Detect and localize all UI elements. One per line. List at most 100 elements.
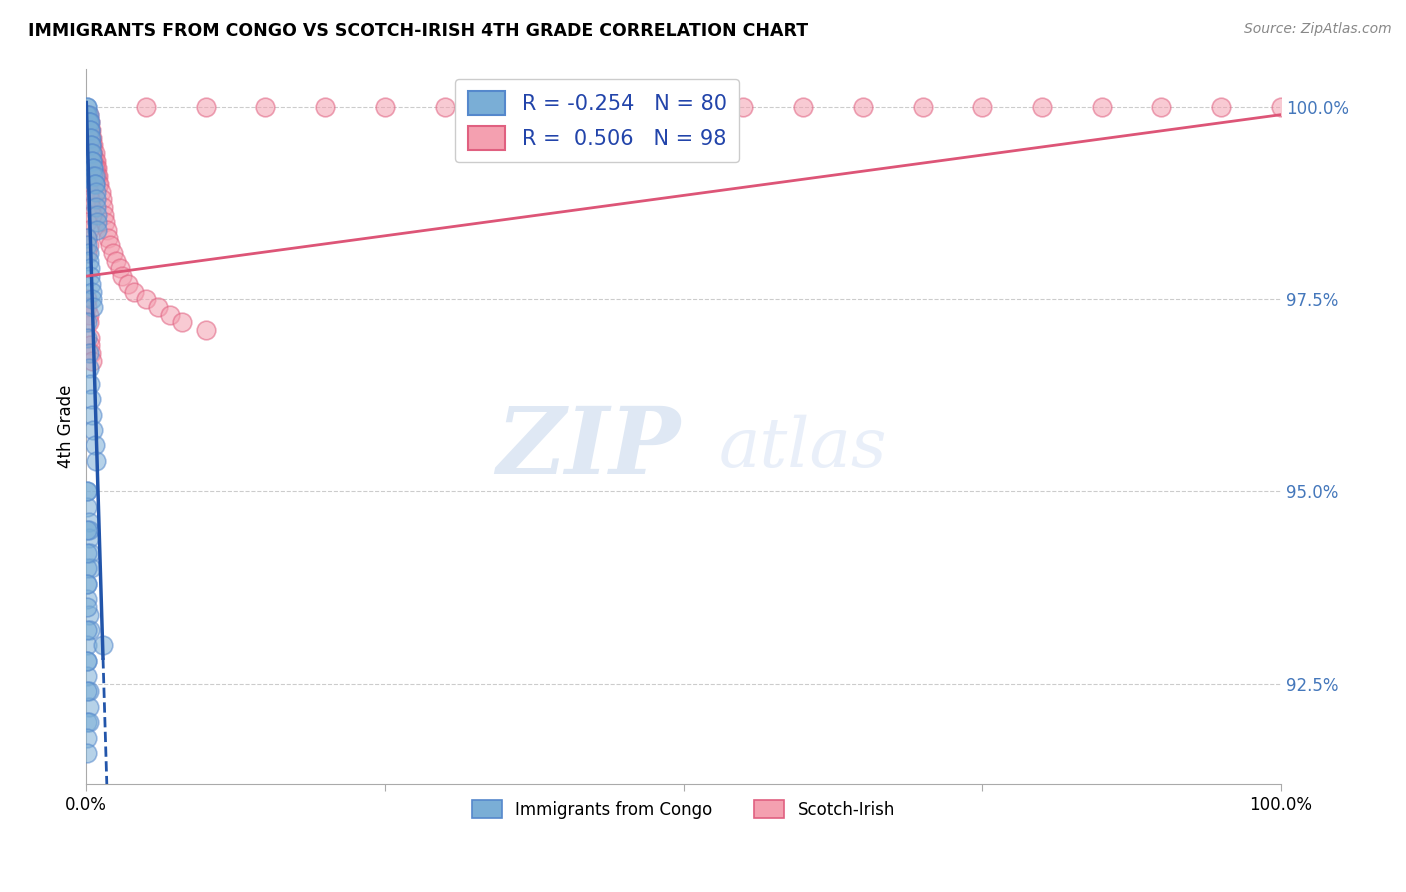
Point (93, 208, 115, 222)
Point (314, 100, 336, 114)
Point (87, 177, 110, 191)
Point (83, 169, 105, 184)
Point (77, 115, 100, 129)
Point (76, 731, 98, 745)
Point (77, 253, 100, 268)
Point (80, 561, 103, 575)
Point (77, 315, 100, 329)
Point (82, 292, 104, 306)
Point (77, 130, 100, 145)
Point (79, 115, 101, 129)
Point (82, 130, 104, 145)
Point (91, 200, 114, 214)
Point (77, 346, 100, 360)
Text: Source: ZipAtlas.com: Source: ZipAtlas.com (1244, 22, 1392, 37)
Text: ZIP: ZIP (496, 402, 681, 492)
Point (76, 746, 98, 760)
Point (733, 100, 755, 114)
Point (146, 300, 169, 314)
Point (79, 130, 101, 145)
Point (135, 292, 157, 306)
Point (77, 699, 100, 714)
Point (77, 223, 100, 237)
Point (77, 108, 100, 122)
Point (84, 454, 107, 468)
Point (86, 161, 108, 176)
Point (76, 599, 98, 614)
Point (86, 208, 108, 222)
Point (82, 153, 104, 168)
Point (77, 715, 100, 730)
Point (852, 100, 875, 114)
Point (97, 230, 120, 244)
Point (76, 684, 98, 698)
Point (76, 108, 98, 122)
Point (82, 146, 104, 161)
Point (77, 108, 100, 122)
Point (83, 177, 105, 191)
Point (77, 123, 100, 137)
Point (84, 153, 107, 168)
Point (83, 161, 105, 176)
Point (96, 223, 118, 237)
Point (76, 115, 98, 129)
Point (77, 185, 100, 199)
Point (82, 153, 104, 168)
Point (76, 623, 98, 637)
Point (79, 269, 101, 284)
Point (613, 100, 636, 114)
Point (79, 623, 101, 637)
Point (80, 138, 103, 153)
Point (76, 715, 98, 730)
Point (76, 331, 98, 345)
Point (79, 192, 101, 206)
Point (79, 138, 101, 153)
Point (80, 200, 103, 214)
Point (80, 138, 103, 153)
Point (77, 115, 100, 129)
Point (76, 523, 98, 537)
Point (1150, 100, 1173, 114)
Point (80, 146, 103, 161)
Point (254, 100, 277, 114)
Point (77, 515, 100, 529)
Point (84, 200, 107, 214)
Point (84, 192, 107, 206)
Point (76, 576, 98, 591)
Point (77, 246, 100, 260)
Point (76, 177, 98, 191)
Point (94, 215, 117, 229)
Point (77, 684, 100, 698)
Point (76, 108, 98, 122)
Point (79, 123, 101, 137)
Point (553, 100, 575, 114)
Point (117, 277, 139, 291)
Point (77, 607, 100, 622)
Point (79, 331, 101, 345)
Point (972, 100, 994, 114)
Point (1270, 100, 1292, 114)
Point (82, 423, 104, 437)
Point (79, 261, 101, 276)
Point (111, 269, 134, 284)
Point (80, 123, 103, 137)
Point (1091, 100, 1114, 114)
Point (79, 376, 101, 391)
Legend: Immigrants from Congo, Scotch-Irish: Immigrants from Congo, Scotch-Irish (465, 794, 901, 825)
Point (83, 177, 105, 191)
Point (122, 285, 145, 299)
Point (77, 308, 100, 322)
Point (494, 100, 516, 114)
Point (80, 277, 103, 291)
Point (76, 100, 98, 114)
Point (76, 230, 98, 244)
Point (82, 153, 104, 168)
Point (159, 308, 181, 322)
Point (76, 592, 98, 607)
Point (76, 130, 98, 145)
Point (86, 223, 108, 237)
Point (82, 161, 104, 176)
Point (101, 246, 124, 260)
Point (1031, 100, 1053, 114)
Point (80, 138, 103, 153)
